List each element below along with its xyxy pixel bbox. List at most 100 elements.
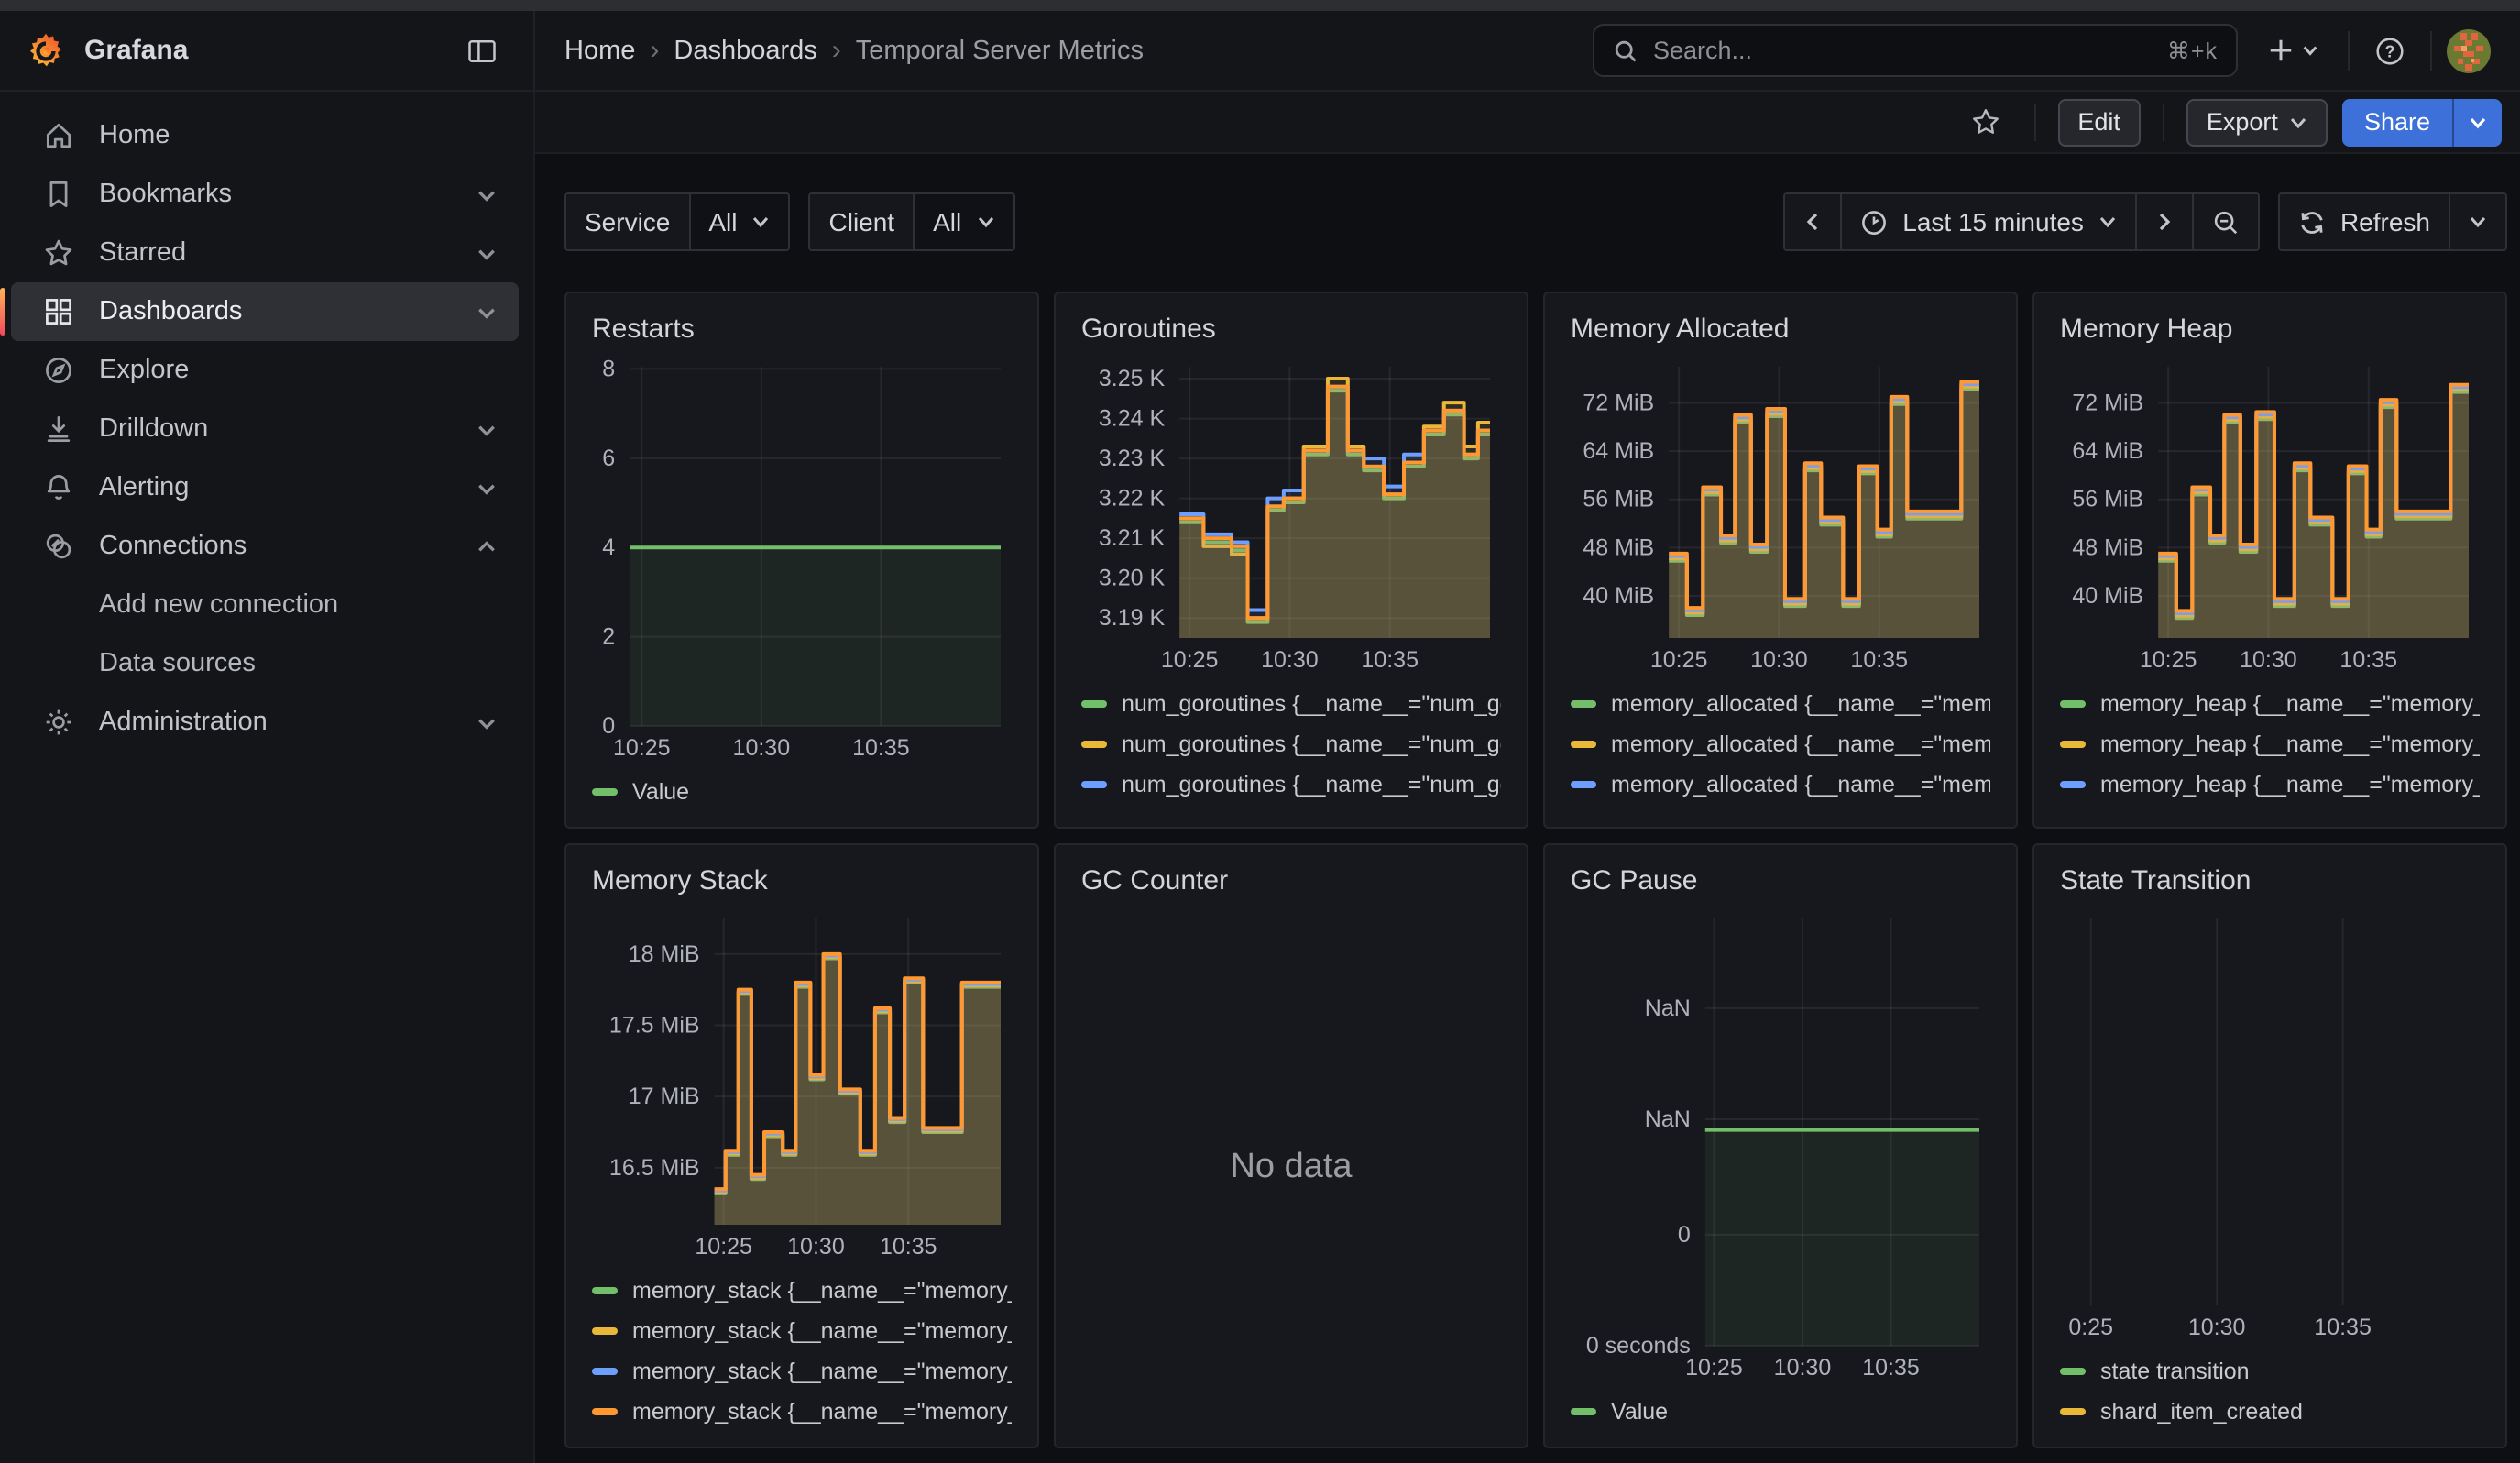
sidebar-item-alerting[interactable]: Alerting — [11, 458, 519, 517]
sidebar-item-starred[interactable]: Starred — [11, 224, 519, 282]
sidebar-nav: HomeBookmarksStarredDashboardsExploreDri… — [0, 92, 535, 1463]
panel-grid: Restarts0246810:2510:3010:35 Value Gorouti… — [564, 292, 2507, 1448]
sidebar-item-home[interactable]: Home — [11, 106, 519, 165]
nav-main-section: Home › Dashboards › Temporal Server Metr… — [535, 11, 2520, 90]
panel-title-state-transition[interactable]: State Transition — [2060, 860, 2480, 904]
legend-item[interactable]: Value — [592, 772, 1012, 812]
svg-text:3.24 K: 3.24 K — [1099, 406, 1166, 432]
legend-item[interactable]: shard_item_created — [2060, 1392, 2480, 1432]
panel-title-gc-counter[interactable]: GC Counter — [1081, 860, 1501, 904]
grafana-logo[interactable] — [26, 30, 66, 71]
dashboards-icon — [40, 295, 77, 328]
legend-item[interactable]: memory_stack {__name__="memory_s — [592, 1270, 1012, 1311]
panel-title-goroutines[interactable]: Goroutines — [1081, 308, 1501, 352]
sidebar-toggle-icon[interactable] — [456, 25, 508, 76]
search-field[interactable] — [1653, 37, 2153, 64]
svg-text:17 MiB: 17 MiB — [629, 1084, 700, 1109]
svg-text:10:30: 10:30 — [1750, 647, 1808, 673]
refresh-button[interactable]: Refresh — [2280, 194, 2449, 249]
share-button[interactable]: Share — [2342, 98, 2452, 146]
chevron-down-icon — [752, 213, 771, 231]
sidebar-item-add-new-connection[interactable]: Add new connection — [11, 576, 519, 634]
sidebar-item-bookmarks[interactable]: Bookmarks — [11, 165, 519, 224]
legend-swatch — [592, 1327, 618, 1335]
sidebar-item-connections[interactable]: Connections — [11, 517, 519, 576]
breadcrumb-home[interactable]: Home — [564, 36, 635, 65]
legend-item[interactable]: Value — [1571, 1392, 1990, 1432]
service-variable-dropdown[interactable]: Service All — [564, 192, 791, 251]
chart-state-transition[interactable]: 0:2510:3010:35 — [2060, 904, 2480, 1344]
chart-restarts[interactable]: 0246810:2510:3010:35 — [592, 352, 1012, 764]
sidebar-item-data-sources[interactable]: Data sources — [11, 634, 519, 693]
legend-item[interactable]: num_goroutines {__name__="num_go — [1081, 724, 1501, 764]
legend-state-transition: state transitionshard_item_created — [2060, 1344, 2480, 1432]
bookmark-icon — [40, 178, 77, 211]
legend-item[interactable]: memory_stack {__name__="memory_s — [592, 1392, 1012, 1432]
legend-item[interactable]: memory_stack {__name__="memory_s — [592, 1351, 1012, 1392]
time-range-value: Last 15 minutes — [1902, 207, 2084, 236]
chart-goroutines[interactable]: 3.19 K3.20 K3.21 K3.22 K3.23 K3.24 K3.25… — [1081, 352, 1501, 676]
zoom-out-time-button[interactable] — [2192, 194, 2258, 249]
add-new-button[interactable] — [2252, 25, 2333, 76]
panel-title-memory-heap[interactable]: Memory Heap — [2060, 308, 2480, 352]
svg-text:10:25: 10:25 — [2140, 647, 2197, 673]
export-button[interactable]: Export — [2186, 98, 2328, 146]
svg-text:3.21 K: 3.21 K — [1099, 525, 1166, 551]
svg-text:0: 0 — [1678, 1222, 1691, 1248]
sidebar-item-explore[interactable]: Explore — [11, 341, 519, 400]
time-shift-back-button[interactable] — [1785, 194, 1840, 249]
panel-title-memory-allocated[interactable]: Memory Allocated — [1571, 308, 1990, 352]
breadcrumb-separator-icon: › — [650, 35, 659, 66]
legend-item[interactable]: memory_allocated {__name__="memo — [1571, 724, 1990, 764]
sidebar-item-administration[interactable]: Administration — [11, 693, 519, 752]
legend-item[interactable]: num_goroutines {__name__="num_go — [1081, 805, 1501, 812]
edit-button[interactable]: Edit — [2057, 98, 2141, 146]
legend-item[interactable]: memory_allocated {__name__="memo — [1571, 764, 1990, 805]
panel-title-gc-pause[interactable]: GC Pause — [1571, 860, 1990, 904]
grafana-app: Grafana Home › Dashboards › Temporal Ser… — [0, 0, 2520, 1463]
breadcrumb-dashboards[interactable]: Dashboards — [674, 36, 816, 65]
dashboard-toolbar: Edit Export Share — [535, 92, 2520, 154]
chart-memory-heap[interactable]: 40 MiB48 MiB56 MiB64 MiB72 MiB10:2510:30… — [2060, 352, 2480, 676]
refresh-interval-button[interactable] — [2449, 194, 2505, 249]
svg-text:10:35: 10:35 — [880, 1234, 937, 1260]
favorite-star-icon[interactable] — [1960, 96, 2011, 148]
time-shift-forward-button[interactable] — [2135, 194, 2192, 249]
svg-text:10:30: 10:30 — [733, 735, 791, 761]
svg-text:16.5 MiB: 16.5 MiB — [609, 1155, 700, 1181]
legend-item[interactable]: memory_stack {__name__="memory_s — [592, 1311, 1012, 1351]
sidebar-item-drilldown[interactable]: Drilldown — [11, 400, 519, 458]
chart-gc-pause[interactable]: 0 seconds0NaNNaN10:2510:3010:35 — [1571, 904, 1990, 1384]
legend-item[interactable]: num_goroutines {__name__="num_go — [1081, 684, 1501, 724]
legend-swatch — [1081, 741, 1107, 748]
search-input[interactable]: ⌘+k — [1593, 24, 2238, 77]
chart-memory-allocated[interactable]: 40 MiB48 MiB56 MiB64 MiB72 MiB10:2510:30… — [1571, 352, 1990, 676]
home-icon — [40, 119, 77, 152]
client-variable-dropdown[interactable]: Client All — [809, 192, 1015, 251]
svg-text:NaN: NaN — [1645, 996, 1691, 1021]
svg-text:10:25: 10:25 — [1650, 647, 1708, 673]
user-avatar[interactable] — [2447, 28, 2491, 72]
bell-icon — [40, 471, 77, 504]
legend-item[interactable]: memory_heap {__name__="memory_h — [2060, 684, 2480, 724]
legend-item[interactable]: memory_allocated {__name__="memo — [1571, 684, 1990, 724]
refresh-label: Refresh — [2340, 207, 2430, 236]
panel-title-memory-stack[interactable]: Memory Stack — [592, 860, 1012, 904]
legend-item[interactable]: memory_heap {__name__="memory_h — [2060, 764, 2480, 805]
svg-text:56 MiB: 56 MiB — [1583, 487, 1654, 512]
share-menu-button[interactable] — [2452, 98, 2502, 146]
svg-text:72 MiB: 72 MiB — [1583, 390, 1654, 415]
sidebar-item-dashboards[interactable]: Dashboards — [11, 282, 519, 341]
legend-item[interactable]: state transition — [2060, 1351, 2480, 1392]
service-variable-value: All — [708, 207, 737, 236]
legend-item[interactable]: num_goroutines {__name__="num_go — [1081, 764, 1501, 805]
legend-item[interactable]: memory_heap {__name__="memory_h — [2060, 724, 2480, 764]
time-range-picker[interactable]: Last 15 minutes — [1840, 194, 2135, 249]
legend-label: memory_heap {__name__="memory_h — [2100, 691, 2480, 717]
help-icon[interactable]: ? — [2364, 25, 2416, 76]
chart-memory-stack[interactable]: 16.5 MiB17 MiB17.5 MiB18 MiB10:2510:3010… — [592, 904, 1012, 1263]
legend-item[interactable]: memory_heap {__name__="memory_h — [2060, 805, 2480, 812]
top-nav: Grafana Home › Dashboards › Temporal Ser… — [0, 11, 2520, 92]
panel-title-restarts[interactable]: Restarts — [592, 308, 1012, 352]
legend-item[interactable]: memory_allocated {__name__="memo — [1571, 805, 1990, 812]
